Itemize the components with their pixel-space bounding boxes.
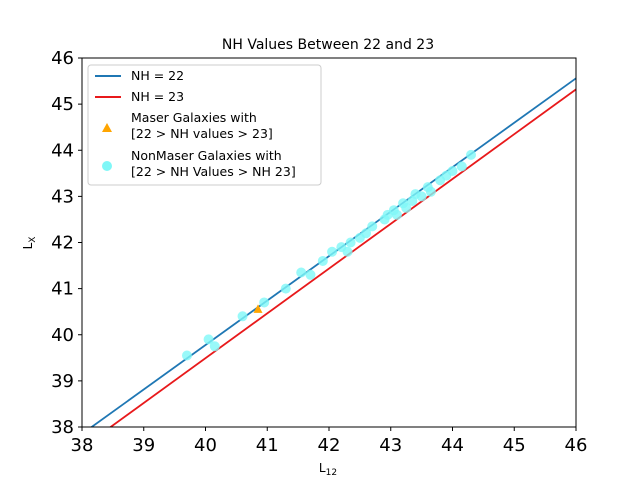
x-axis: 38 39 40 41 42 43 44 45 46 (71, 427, 588, 456)
nonmaser-point (280, 283, 291, 294)
y-tick-label: 41 (51, 279, 74, 300)
nonmaser-point (259, 297, 270, 308)
fit-lines (90, 77, 576, 427)
legend: NH = 22 NH = 23 Maser Galaxies with [22 … (87, 64, 322, 186)
legend-label-nh-22: NH = 22 (131, 68, 184, 83)
legend-label-maser-line1: Maser Galaxies with (131, 110, 257, 125)
nonmaser-point (305, 269, 316, 280)
y-axis-label-sub: X (28, 237, 38, 243)
nonmaser-point (361, 228, 372, 239)
x-tick-label: 41 (256, 435, 279, 456)
y-tick-label: 44 (51, 140, 74, 161)
nonmaser-point (466, 149, 477, 160)
nonmaser-point (447, 166, 458, 177)
maser-point (253, 304, 263, 313)
nonmaser-point (237, 311, 248, 322)
y-tick-label: 46 (51, 48, 74, 69)
x-axis-label: L12 (319, 461, 337, 478)
nonmaser-point (391, 209, 402, 220)
x-tick-label: 45 (503, 435, 526, 456)
data-points (181, 149, 477, 361)
nonmaser-point (317, 255, 328, 266)
nonmaser-point (401, 202, 412, 213)
x-tick-label: 38 (71, 435, 94, 456)
y-axis-label-main: L (21, 242, 35, 249)
legend-swatch-nonmaser (102, 161, 112, 171)
y-tick-label: 38 (51, 417, 74, 438)
nonmaser-point (345, 237, 356, 248)
y-tick-label: 40 (51, 325, 74, 346)
x-tick-label: 43 (379, 435, 402, 456)
y-axis: 38 39 40 41 42 43 44 45 46 (51, 48, 82, 438)
y-tick-label: 39 (51, 371, 74, 392)
x-tick-label: 44 (441, 435, 464, 456)
nonmaser-point (203, 334, 214, 345)
y-tick-label: 42 (51, 233, 74, 254)
x-tick-label: 39 (132, 435, 155, 456)
y-axis-label: LX (21, 237, 38, 250)
nonmaser-point (456, 161, 467, 172)
x-tick-label: 46 (565, 435, 588, 456)
x-tick-label: 40 (194, 435, 217, 456)
y-tick-label: 45 (51, 94, 74, 115)
x-axis-label-sub: 12 (326, 468, 337, 478)
legend-label-maser-line2: [22 > NH values > 23] (131, 126, 273, 141)
x-tick-label: 42 (318, 435, 341, 456)
series-line-nh-23 (109, 88, 576, 427)
legend-label-nh-23: NH = 23 (131, 89, 184, 104)
nonmaser-point (296, 267, 307, 278)
nonmaser-point (425, 186, 436, 197)
chart-title: NH Values Between 22 and 23 (222, 37, 434, 53)
nonmaser-point (181, 350, 192, 361)
legend-label-nonmaser-line1: NonMaser Galaxies with (131, 148, 282, 163)
series-line-nh-22 (90, 77, 576, 427)
nonmaser-point (416, 191, 427, 202)
legend-swatch-maser (102, 123, 112, 132)
legend-box (87, 64, 322, 186)
x-axis-label-main: L (319, 461, 326, 475)
nonmaser-point (342, 246, 353, 257)
y-tick-label: 43 (51, 186, 74, 207)
nonmaser-point (327, 246, 338, 257)
nonmaser-point (209, 341, 220, 352)
nonmaser-point (367, 221, 378, 232)
legend-label-nonmaser-line2: [22 > NH Values > NH 23] (131, 164, 296, 179)
